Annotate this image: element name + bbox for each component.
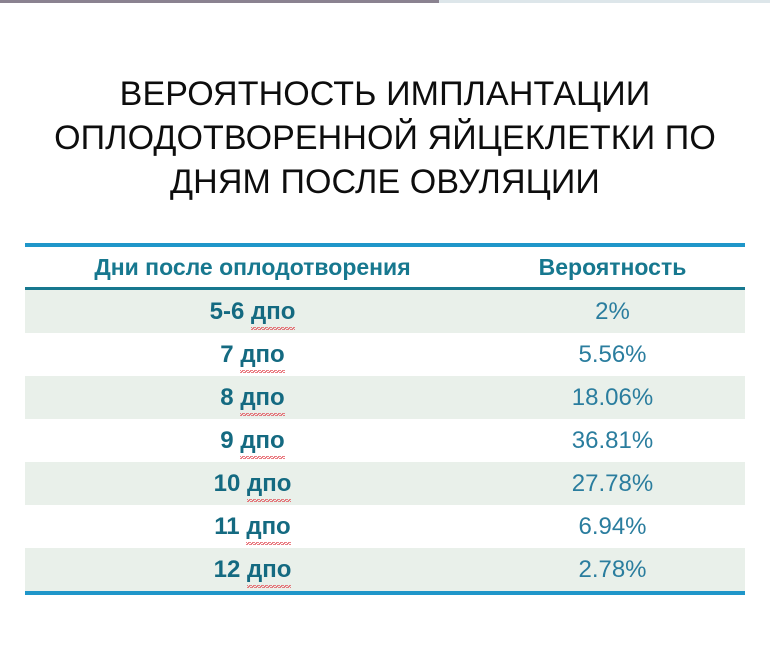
- cell-days-number: 9: [220, 426, 234, 454]
- cell-days-unit: дпо: [246, 469, 292, 502]
- table-row: 10 дпо 27.78%: [25, 462, 745, 505]
- table-row: 8 дпо 18.06%: [25, 376, 745, 419]
- cell-days-number: 5-6: [209, 297, 245, 325]
- top-decor-strip: [0, 0, 770, 4]
- column-header-days: Дни после оплодотворения: [94, 253, 411, 280]
- cell-days-number: 12: [213, 555, 241, 583]
- table-row: 7 дпо 5.56%: [25, 333, 745, 376]
- table-row: 12 дпо 2.78%: [25, 548, 745, 591]
- cell-days-unit: дпо: [240, 426, 286, 459]
- page-title-line-3: ДНЯМ ПОСЛЕ ОВУЛЯЦИИ: [170, 163, 600, 201]
- table-header-rule: [25, 287, 745, 290]
- cell-probability: 36.81%: [571, 426, 654, 454]
- cell-days-number: 11: [214, 512, 240, 540]
- cell-days: 9 дпо: [25, 426, 480, 459]
- cell-days-number: 7: [220, 340, 234, 368]
- cell-probability: 6.94%: [578, 512, 647, 540]
- cell-days: 10 дпо: [25, 469, 480, 502]
- table-row: 9 дпо 36.81%: [25, 419, 745, 462]
- page-title-line-1: ВЕРОЯТНОСТЬ ИМПЛАНТАЦИИ: [119, 75, 651, 113]
- table-row: 5-6 дпо 2%: [25, 290, 745, 333]
- cell-days-unit: дпо: [240, 340, 286, 373]
- implantation-probability-table: Дни после оплодотворения Вероятность 5-6…: [25, 243, 745, 595]
- table-bottom-rule: [25, 591, 745, 595]
- column-header-probability: Вероятность: [538, 253, 687, 280]
- cell-days-unit: дпо: [240, 383, 286, 416]
- cell-days-unit: дпо: [246, 555, 292, 588]
- cell-days: 11 дпо: [25, 512, 480, 545]
- cell-probability: 5.56%: [578, 340, 647, 368]
- cell-days: 8 дпо: [25, 383, 480, 416]
- top-decor-strip-left: [0, 0, 439, 3]
- cell-days-number: 8: [220, 383, 234, 411]
- cell-probability: 27.78%: [571, 469, 654, 497]
- table-row: 11 дпо 6.94%: [25, 505, 745, 548]
- cell-probability: 2%: [595, 297, 630, 325]
- cell-days: 5-6 дпо: [25, 297, 480, 330]
- cell-days: 12 дпо: [25, 555, 480, 588]
- cell-probability: 2.78%: [578, 555, 647, 583]
- page-title-line-2: ОПЛОДОТВОРЕННОЙ ЯЙЦЕКЛЕТКИ ПО: [54, 119, 716, 157]
- cell-days: 7 дпо: [25, 340, 480, 373]
- page-title: ВЕРОЯТНОСТЬ ИМПЛАНТАЦИИ ОПЛОДОТВОРЕННОЙ …: [0, 72, 770, 204]
- cell-days-unit: дпо: [246, 512, 292, 545]
- table-header-row: Дни после оплодотворения Вероятность: [25, 247, 745, 287]
- table-top-rule: [25, 243, 745, 247]
- top-decor-strip-right: [438, 0, 770, 3]
- table-body: 5-6 дпо 2% 7 дпо 5.56% 8 дпо 18.06% 9 дпо 36.81…: [25, 290, 745, 591]
- cell-probability: 18.06%: [571, 383, 654, 411]
- cell-days-number: 10: [213, 469, 241, 497]
- cell-days-unit: дпо: [250, 297, 296, 330]
